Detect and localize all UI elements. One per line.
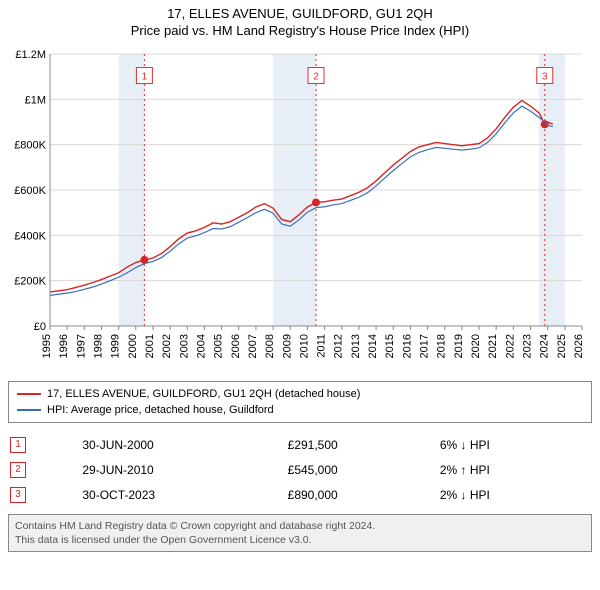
svg-text:2013: 2013 — [350, 334, 362, 358]
svg-text:2020: 2020 — [470, 334, 482, 358]
title-address: 17, ELLES AVENUE, GUILDFORD, GU1 2QH — [8, 6, 592, 21]
event-marker-icon: 1 — [10, 437, 26, 453]
svg-text:£0: £0 — [34, 321, 46, 333]
event-row: 2 29-JUN-2010£545,0002% ↑ HPI — [10, 458, 590, 481]
svg-text:2015: 2015 — [384, 334, 396, 358]
svg-text:2025: 2025 — [556, 334, 568, 358]
svg-text:2: 2 — [313, 72, 319, 83]
svg-text:£1M: £1M — [25, 94, 46, 106]
svg-text:£600K: £600K — [14, 185, 46, 197]
svg-text:1: 1 — [142, 72, 148, 83]
svg-text:2005: 2005 — [213, 334, 225, 358]
svg-text:2022: 2022 — [504, 334, 516, 358]
svg-text:2007: 2007 — [247, 334, 259, 358]
svg-text:2021: 2021 — [487, 334, 499, 358]
event-price: £890,000 — [288, 483, 438, 506]
legend-swatch — [17, 393, 41, 395]
event-price: £291,500 — [288, 433, 438, 456]
svg-text:2003: 2003 — [178, 334, 190, 358]
svg-text:2019: 2019 — [453, 334, 465, 358]
svg-text:2006: 2006 — [230, 334, 242, 358]
svg-text:1995: 1995 — [41, 334, 53, 358]
event-delta: 2% ↑ HPI — [440, 458, 590, 481]
svg-text:2024: 2024 — [539, 334, 551, 358]
footer-line-1: Contains HM Land Registry data © Crown c… — [15, 519, 585, 533]
svg-text:2004: 2004 — [195, 334, 207, 358]
svg-text:£200K: £200K — [14, 276, 46, 288]
svg-text:2008: 2008 — [264, 334, 276, 358]
chart-title-block: 17, ELLES AVENUE, GUILDFORD, GU1 2QH Pri… — [8, 6, 592, 38]
events-table: 1 30-JUN-2000£291,5006% ↓ HPI 2 29-JUN-2010… — [8, 431, 592, 508]
svg-text:1998: 1998 — [92, 334, 104, 358]
svg-text:2001: 2001 — [144, 334, 156, 358]
legend: 17, ELLES AVENUE, GUILDFORD, GU1 2QH (de… — [8, 381, 592, 423]
legend-label: 17, ELLES AVENUE, GUILDFORD, GU1 2QH (de… — [47, 388, 360, 400]
svg-text:2011: 2011 — [316, 334, 328, 358]
svg-text:1997: 1997 — [75, 334, 87, 358]
svg-text:2016: 2016 — [401, 334, 413, 358]
event-delta: 2% ↓ HPI — [440, 483, 590, 506]
svg-text:£800K: £800K — [14, 140, 46, 152]
legend-label: HPI: Average price, detached house, Guil… — [47, 404, 274, 416]
event-row: 3 30-OCT-2023£890,0002% ↓ HPI — [10, 483, 590, 506]
event-date: 30-JUN-2000 — [82, 433, 285, 456]
legend-item: HPI: Average price, detached house, Guil… — [17, 402, 583, 418]
event-row: 1 30-JUN-2000£291,5006% ↓ HPI — [10, 433, 590, 456]
footer-line-2: This data is licensed under the Open Gov… — [15, 533, 585, 547]
svg-text:£1.2M: £1.2M — [15, 49, 46, 61]
legend-item: 17, ELLES AVENUE, GUILDFORD, GU1 2QH (de… — [17, 386, 583, 402]
svg-text:2002: 2002 — [161, 334, 173, 358]
event-marker-icon: 3 — [10, 487, 26, 503]
svg-text:1996: 1996 — [58, 334, 70, 358]
event-date: 30-OCT-2023 — [82, 483, 285, 506]
price-chart: £0 £200K £400K £600K £800K £1M £1.2M 1 2 3 1995 199… — [8, 42, 592, 375]
svg-text:2009: 2009 — [281, 334, 293, 358]
svg-text:2010: 2010 — [298, 334, 310, 358]
svg-text:£400K: £400K — [14, 230, 46, 242]
svg-text:2023: 2023 — [522, 334, 534, 358]
svg-text:2017: 2017 — [419, 334, 431, 358]
event-date: 29-JUN-2010 — [82, 458, 285, 481]
svg-text:3: 3 — [542, 72, 548, 83]
svg-text:2014: 2014 — [367, 334, 379, 358]
event-price: £545,000 — [288, 458, 438, 481]
event-marker-icon: 2 — [10, 462, 26, 478]
event-delta: 6% ↓ HPI — [440, 433, 590, 456]
svg-text:2018: 2018 — [436, 334, 448, 358]
chart-svg: £0 £200K £400K £600K £800K £1M £1.2M 1 2 3 1995 199… — [8, 42, 592, 372]
legend-swatch — [17, 409, 41, 411]
svg-text:2000: 2000 — [127, 334, 139, 358]
attribution-footer: Contains HM Land Registry data © Crown c… — [8, 514, 592, 552]
svg-text:1999: 1999 — [110, 334, 122, 358]
svg-text:2026: 2026 — [573, 334, 585, 358]
title-subtitle: Price paid vs. HM Land Registry's House … — [8, 23, 592, 38]
svg-text:2012: 2012 — [333, 334, 345, 358]
